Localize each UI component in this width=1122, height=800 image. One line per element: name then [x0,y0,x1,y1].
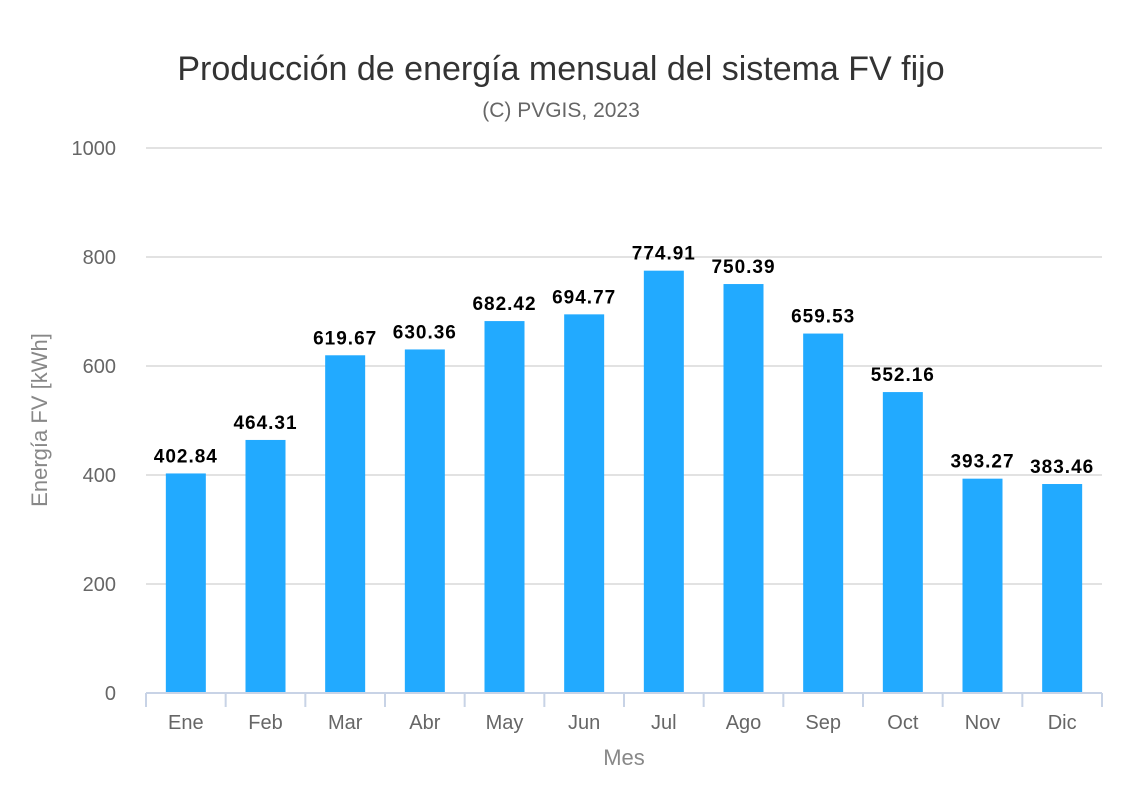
x-tick-label: Abr [409,712,440,734]
bar [962,478,1003,693]
x-tick-label: Sep [805,712,841,734]
y-tick-label: 200 [83,574,116,596]
chart-title: Producción de energía mensual del sistem… [177,50,944,88]
data-label: 630.36 [393,322,457,343]
bar [325,355,366,693]
bar [643,270,684,693]
bar [484,321,525,693]
bar [564,314,605,693]
y-tick-label: 600 [83,356,116,378]
x-axis: Ene Feb Mar Abr May Jun Jul Ago Sep Oct Nov Dic [145,692,1103,734]
data-label: 619.67 [313,328,377,349]
x-axis-title: Mes [603,745,645,770]
y-tick-label: 0 [105,683,116,705]
data-label: 682.42 [472,294,536,315]
chart-subtitle: (C) PVGIS, 2023 [482,99,640,122]
x-tick-label: Dic [1048,712,1077,734]
bar [723,284,764,693]
data-label: 552.16 [871,365,935,386]
data-labels: 402.84 464.31 619.67 630.36 682.42 694.77 774.… [154,244,1094,478]
x-tick-label: Feb [248,712,282,734]
data-label: 383.46 [1030,457,1094,478]
x-tick-label: Jul [651,712,677,734]
bar [165,473,206,693]
bar [245,439,286,693]
bar [882,392,923,693]
y-tick-label: 400 [83,465,116,487]
data-label: 393.27 [950,452,1014,473]
y-axis-title: Energía FV [kWh] [27,333,52,507]
y-tick-label: 1000 [72,138,117,160]
bar [1042,484,1083,693]
data-label: 464.31 [233,413,297,434]
data-label: 774.91 [632,244,696,265]
y-tick-label: 800 [83,247,116,269]
x-tick-label: Jun [568,712,600,734]
y-axis-ticks: 0 200 400 600 800 1000 [72,138,117,705]
x-tick-label: May [486,712,524,734]
bars [165,270,1083,693]
data-label: 659.53 [791,307,855,328]
data-label: 402.84 [154,446,218,467]
gridlines [146,147,1102,585]
bar [803,333,844,693]
bar [404,349,445,693]
data-label: 694.77 [552,287,616,308]
x-tick-label: Mar [328,712,363,734]
x-tick-label: Ene [168,712,204,734]
x-tick-label: Oct [887,712,919,734]
data-label: 750.39 [711,257,775,278]
x-tick-label: Nov [965,712,1001,734]
x-tick-label: Ago [726,712,762,734]
